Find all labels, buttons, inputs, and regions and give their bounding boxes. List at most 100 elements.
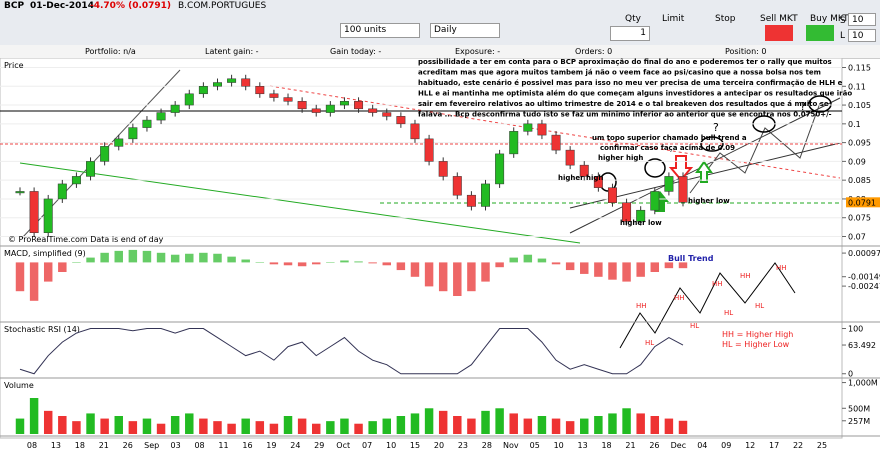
candle bbox=[297, 101, 307, 110]
s-val[interactable]: 10 bbox=[848, 13, 876, 26]
last-price: 0.0791 bbox=[848, 198, 876, 207]
sell[interactable]: Sell MKT bbox=[760, 14, 798, 24]
bar bbox=[608, 413, 617, 434]
last-box bbox=[846, 197, 880, 208]
buy-btn[interactable] bbox=[806, 25, 834, 41]
x-tick-label: 16 bbox=[242, 441, 252, 450]
limit[interactable]: Limit bbox=[662, 14, 685, 24]
y-tick-label: 257M bbox=[848, 417, 870, 426]
candle bbox=[466, 194, 476, 207]
annotation: um topo superior chamado bull trend a bbox=[592, 134, 747, 142]
bar bbox=[199, 418, 208, 434]
qty[interactable]: 1 bbox=[610, 26, 650, 41]
bar bbox=[326, 421, 335, 434]
x-tick-label: 15 bbox=[410, 441, 420, 450]
l-val[interactable]: 10 bbox=[848, 29, 876, 42]
inset-label: HL bbox=[690, 322, 699, 330]
annotation: higher low bbox=[688, 197, 730, 205]
stop[interactable]: Stop bbox=[715, 14, 736, 24]
trendline bbox=[269, 85, 841, 179]
y-tick-label: -0.00247 bbox=[848, 282, 880, 291]
y-tick-label: 100 bbox=[848, 325, 863, 334]
bar bbox=[354, 261, 363, 263]
period[interactable]: Daily bbox=[430, 23, 500, 38]
candle bbox=[509, 131, 519, 155]
x-tick-label: 24 bbox=[290, 441, 300, 450]
circle bbox=[700, 136, 724, 152]
x-tick-label: 08 bbox=[27, 441, 37, 450]
annotation: sair em fevereiro relativos ao ultimo tr… bbox=[418, 100, 829, 108]
x-tick-label: 25 bbox=[817, 441, 827, 450]
bar bbox=[72, 262, 81, 263]
candle bbox=[57, 183, 67, 200]
y-tick-label: 63.492 bbox=[848, 341, 876, 350]
bar bbox=[340, 418, 349, 434]
candle bbox=[368, 108, 378, 113]
bar bbox=[255, 262, 265, 263]
annotation: higher low bbox=[620, 219, 662, 227]
x-tick-label: 20 bbox=[434, 441, 444, 450]
bar bbox=[650, 262, 660, 272]
x-tick-label: 08 bbox=[194, 441, 204, 450]
y-tick-label: 0.07 bbox=[848, 232, 866, 241]
bar bbox=[114, 416, 123, 434]
bar bbox=[537, 258, 547, 263]
bar bbox=[438, 410, 448, 434]
x-tick-label: 11 bbox=[218, 441, 228, 450]
bar bbox=[537, 416, 547, 434]
bar bbox=[467, 262, 476, 292]
bar bbox=[185, 413, 194, 434]
bar bbox=[100, 252, 109, 263]
units[interactable]: 100 units bbox=[340, 23, 420, 38]
x-tick-label: 26 bbox=[649, 441, 659, 450]
candle bbox=[495, 153, 505, 185]
bar bbox=[100, 418, 109, 434]
bar bbox=[43, 262, 53, 282]
bar bbox=[297, 262, 307, 267]
x-tick-label: 10 bbox=[554, 441, 564, 450]
portfolio: Portfolio: n/a bbox=[85, 47, 136, 56]
y-tick-label: 0.00097 bbox=[848, 249, 880, 258]
bar bbox=[269, 423, 279, 434]
bar bbox=[622, 408, 631, 434]
inset-legend: HL = Higher Low bbox=[722, 340, 790, 349]
sell-btn[interactable] bbox=[765, 25, 793, 41]
candle bbox=[255, 86, 265, 95]
bar bbox=[650, 416, 660, 434]
x-tick-label: 29 bbox=[314, 441, 324, 450]
bar bbox=[255, 421, 265, 434]
gain-today: Gain today: - bbox=[330, 47, 382, 56]
panel-label: MACD, simplified (9) bbox=[4, 249, 86, 258]
bar bbox=[58, 262, 67, 272]
candle bbox=[213, 82, 222, 87]
bar bbox=[481, 262, 490, 282]
bar bbox=[170, 254, 180, 263]
inset-legend: HH = Higher High bbox=[722, 330, 793, 339]
bar bbox=[58, 416, 67, 434]
y-tick-label: 0.1 bbox=[848, 120, 861, 129]
panels: 0.070.0750.080.0850.090.0950.10.1050.110… bbox=[0, 58, 880, 450]
x-tick-label: Nov bbox=[503, 441, 519, 450]
candle bbox=[269, 93, 279, 98]
bar bbox=[594, 416, 603, 434]
candle bbox=[523, 123, 533, 132]
y-tick-label: 0 bbox=[848, 370, 853, 379]
copyright: © ProRealTime.com Data is end of day bbox=[8, 235, 164, 244]
bar bbox=[664, 418, 674, 434]
candle bbox=[424, 138, 434, 162]
candle bbox=[593, 176, 603, 188]
x-tick-label: Dec bbox=[671, 441, 686, 450]
bar bbox=[523, 254, 533, 263]
inset-label: HL bbox=[645, 339, 654, 347]
bar bbox=[453, 416, 462, 434]
bar bbox=[424, 408, 434, 434]
x-tick-label: 10 bbox=[386, 441, 396, 450]
buy[interactable]: Buy MKT bbox=[810, 14, 849, 24]
bar bbox=[608, 262, 617, 280]
bar bbox=[382, 418, 391, 434]
y-tick-label: 0.105 bbox=[848, 101, 871, 110]
annotation: confirmar caso faça acima de 0.09 bbox=[600, 144, 735, 152]
position: Position: 0 bbox=[725, 47, 767, 56]
candle bbox=[396, 116, 406, 125]
candle bbox=[241, 78, 251, 87]
